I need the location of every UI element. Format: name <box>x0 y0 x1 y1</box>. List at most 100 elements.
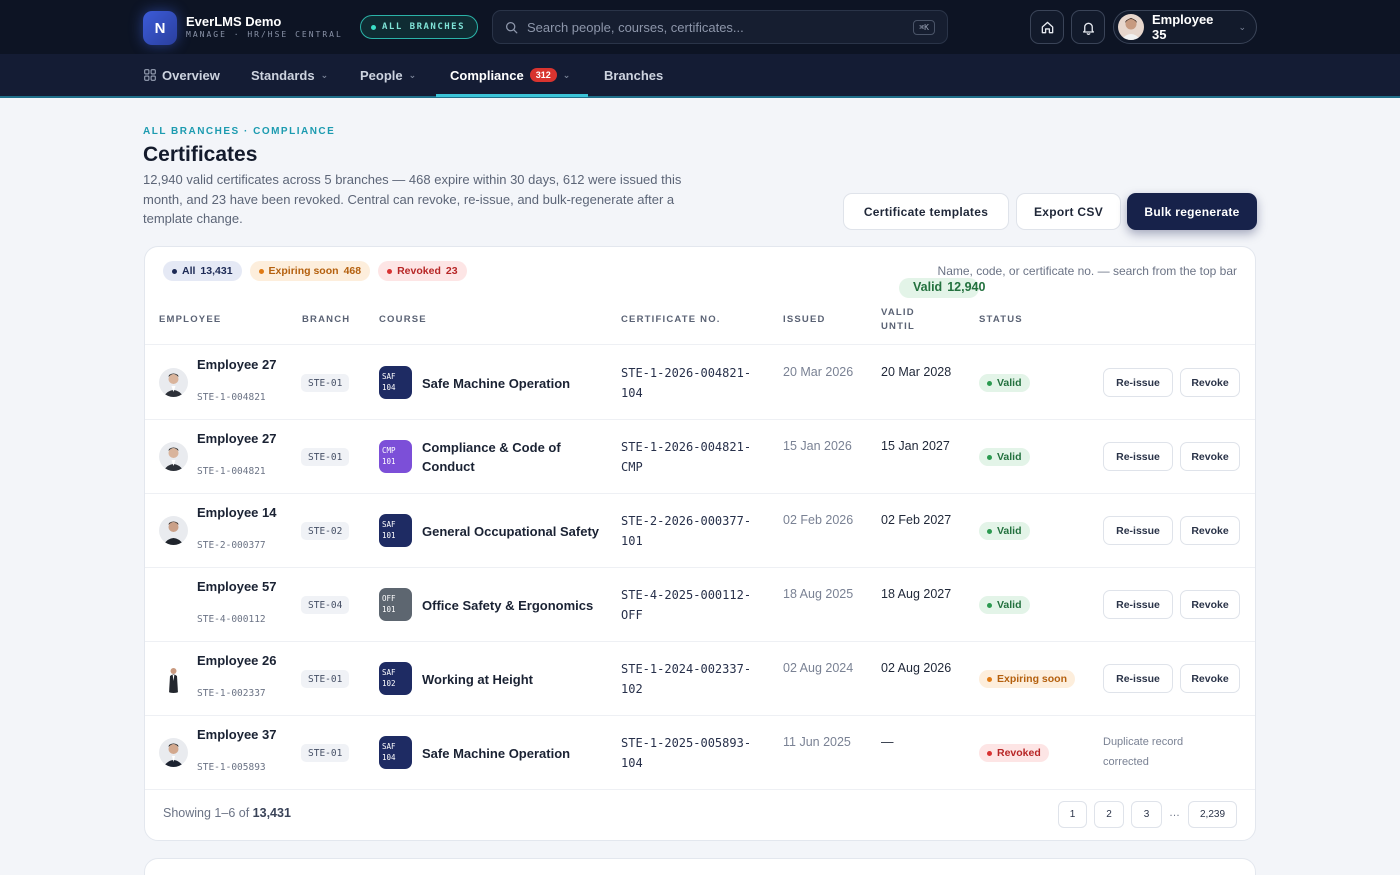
valid-until-date: 02 Feb 2027 <box>881 513 952 527</box>
valid-until-date: 15 Jan 2027 <box>881 439 950 453</box>
revoke-button[interactable]: Revoke <box>1180 442 1240 471</box>
employee-photo-icon <box>169 668 178 693</box>
course-code-icon: SAF 104 <box>379 366 412 399</box>
avatar <box>159 664 188 693</box>
filter-valid[interactable]: Valid 12,940 <box>899 278 985 298</box>
course-code-icon: SAF 101 <box>379 514 412 547</box>
filter-all[interactable]: All 13,431 <box>163 261 242 281</box>
app-logo[interactable]: N <box>143 11 177 45</box>
col-course[interactable]: COURSE <box>379 314 427 325</box>
grid-icon <box>144 69 156 81</box>
page-button[interactable]: 1 <box>1058 801 1087 828</box>
revoke-button[interactable]: Revoke <box>1180 368 1240 397</box>
status-label: Valid <box>997 599 1022 611</box>
export-csv-button[interactable]: Export CSV <box>1016 193 1121 230</box>
chevron-down-icon: ⌄ <box>408 69 417 80</box>
revoke-button[interactable]: Revoke <box>1180 664 1240 693</box>
reissue-button[interactable]: Re-issue <box>1103 516 1173 545</box>
employee-name[interactable]: Employee 37 <box>197 727 277 742</box>
table-row[interactable]: Employee 27 STE-1-004821 STE-01 CMP 101 … <box>145 420 1255 494</box>
status-label: Valid <box>997 451 1022 463</box>
dot-icon <box>987 676 992 682</box>
tab-compliance[interactable]: Compliance 312 ⌄ <box>450 54 570 96</box>
employee-photo-icon <box>163 447 184 471</box>
col-status[interactable]: STATUS <box>979 314 1023 325</box>
course-name[interactable]: Compliance & Code of Conduct <box>422 440 561 474</box>
search-input[interactable] <box>527 19 914 35</box>
course-name[interactable]: Office Safety & Ergonomics <box>422 597 594 613</box>
course-code-icon: SAF 104 <box>379 736 412 769</box>
chevron-down-icon: ⌄ <box>562 69 571 80</box>
issued-date: 11 Jun 2025 <box>783 735 851 749</box>
home-button[interactable] <box>1030 10 1064 44</box>
course-name[interactable]: Working at Height <box>422 671 533 687</box>
col-employee[interactable]: EMPLOYEE <box>159 314 222 325</box>
page-button[interactable]: 3 <box>1131 801 1162 828</box>
status-label: Valid <box>997 525 1022 537</box>
dot-icon <box>172 268 177 274</box>
revoke-button[interactable]: Revoke <box>1180 590 1240 619</box>
page-button[interactable]: 2 <box>1094 801 1124 828</box>
showing-prefix: Showing 1–6 of <box>163 806 250 820</box>
table-row[interactable]: Employee 57 STE-4-000112 STE-04 OFF 101 … <box>145 568 1255 642</box>
employee-photo-icon <box>163 743 184 767</box>
col-issued[interactable]: ISSUED <box>783 314 826 325</box>
app-name: EverLMS Demo <box>186 14 282 29</box>
employee-name[interactable]: Employee 27 <box>197 357 277 372</box>
global-search[interactable]: ⌘K <box>492 10 948 44</box>
avatar <box>159 516 188 545</box>
branch-scope-selector[interactable]: ALL BRANCHES <box>360 15 479 39</box>
status-badge: Valid <box>979 448 1030 466</box>
pagination-ellipsis: … <box>1169 807 1180 819</box>
reissue-button[interactable]: Re-issue <box>1103 368 1173 397</box>
tab-standards[interactable]: Standards ⌄ <box>251 54 328 96</box>
course-code-icon: OFF 101 <box>379 588 412 621</box>
issued-date: 20 Mar 2026 <box>783 365 854 379</box>
bulk-regenerate-button[interactable]: Bulk regenerate <box>1127 193 1257 230</box>
certificate-number: STE-1-2026-004821-CMP <box>621 440 752 474</box>
search-hint: Name, code, or certificate no. — search … <box>937 264 1237 278</box>
filter-revoked[interactable]: Revoked 23 <box>378 261 467 281</box>
table-row[interactable]: Employee 26 STE-1-002337 STE-01 SAF 102 … <box>145 642 1255 716</box>
dot-icon <box>987 380 992 386</box>
page-description: 12,940 valid certificates across 5 branc… <box>143 172 682 226</box>
tab-people[interactable]: People ⌄ <box>360 54 416 96</box>
table-row[interactable]: Employee 14 STE-2-000377 STE-02 SAF 101 … <box>145 494 1255 568</box>
filter-expiring[interactable]: Expiring soon 468 <box>249 261 371 281</box>
reissue-button[interactable]: Re-issue <box>1103 664 1173 693</box>
employee-name[interactable]: Employee 27 <box>197 431 277 446</box>
revoke-button[interactable]: Revoke <box>1180 516 1240 545</box>
employee-code: STE-1-004821 <box>197 392 266 403</box>
status-badge: Expiring soon <box>979 670 1076 688</box>
last-page-button[interactable]: 2,239 <box>1188 801 1237 828</box>
reissue-button[interactable]: Re-issue <box>1103 590 1173 619</box>
user-menu[interactable]: Employee 35 ⌄ <box>1113 10 1257 44</box>
col-branch[interactable]: BRANCH <box>302 314 351 325</box>
revocation-note: Duplicate record corrected <box>1103 736 1184 768</box>
course-name[interactable]: General Occupational Safety <box>422 523 600 539</box>
tab-compliance-label: Compliance <box>450 67 524 83</box>
employee-photo-icon <box>163 373 184 397</box>
course-name[interactable]: Safe Machine Operation <box>422 745 571 761</box>
page-title: Certificates <box>143 143 258 166</box>
issued-date: 02 Aug 2024 <box>783 661 854 675</box>
breadcrumb: ALL BRANCHES · COMPLIANCE <box>143 126 336 137</box>
employee-name[interactable]: Employee 14 <box>197 505 277 520</box>
course-name[interactable]: Safe Machine Operation <box>422 375 571 391</box>
col-certificate[interactable]: CERTIFICATE NO. <box>621 314 721 325</box>
employee-name[interactable]: Employee 26 <box>197 653 277 668</box>
notifications-button[interactable] <box>1071 10 1105 44</box>
employee-name[interactable]: Employee 57 <box>197 579 277 594</box>
tab-branches[interactable]: Branches <box>604 54 663 96</box>
reissue-button[interactable]: Re-issue <box>1103 442 1173 471</box>
table-row[interactable]: Employee 37 STE-1-005893 STE-01 SAF 104 … <box>145 716 1255 789</box>
col-valid-until[interactable]: VALID UNTIL <box>881 307 915 332</box>
table-row[interactable]: Employee 27 STE-1-004821 STE-01 SAF 104 … <box>145 346 1255 420</box>
certificate-templates-button[interactable]: Certificate templates <box>843 193 1009 230</box>
home-icon <box>1041 21 1053 33</box>
issued-date: 15 Jan 2026 <box>783 439 852 453</box>
certificate-number: STE-1-2024-002337-102 <box>621 662 752 696</box>
employee-code: STE-2-000377 <box>197 540 266 551</box>
tab-overview[interactable]: Overview <box>144 54 220 96</box>
avatar <box>1118 14 1144 40</box>
